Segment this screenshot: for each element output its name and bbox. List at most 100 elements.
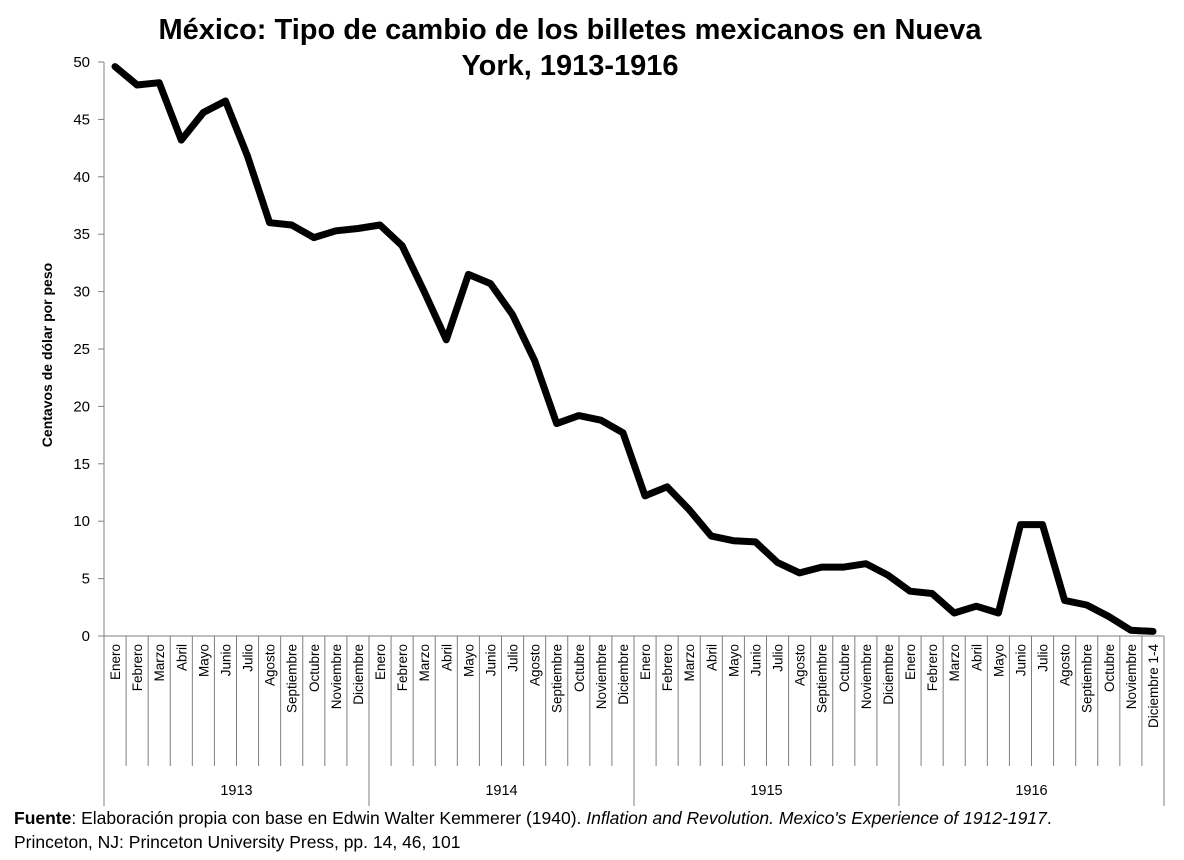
data-point (1064, 599, 1066, 601)
x-tick-label: Julio (241, 644, 256, 672)
x-tick-label: Agosto (1058, 644, 1073, 686)
y-tick-label: 50 (73, 54, 90, 71)
y-tick-label: 25 (73, 341, 90, 358)
x-tick-label: Junio (218, 644, 233, 676)
y-tick-label: 10 (73, 513, 90, 530)
data-point (578, 415, 580, 417)
x-axis-ticks: Enero Febrero Marzo Abril Mayo Junio Julio Agos… (103, 636, 1165, 806)
year-label: 1914 (485, 783, 517, 799)
source-label: Fuente (14, 808, 72, 828)
data-point (534, 360, 536, 361)
y-axis-label: Centavos de dólar por peso (39, 263, 55, 447)
y-axis-ticks: 0 5 10 15 20 25 30 35 40 45 50 (73, 54, 104, 645)
source-note: Fuente: Elaboración propia con base en E… (14, 806, 1134, 854)
data-point (777, 562, 778, 563)
data-point (843, 566, 845, 568)
x-tick-label: Abril (174, 644, 189, 671)
data-point (512, 314, 513, 316)
x-tick-label: Agosto (793, 644, 808, 686)
series-line (111, 63, 1157, 635)
data-point (202, 112, 204, 113)
x-tick-label: Mayo (196, 644, 211, 677)
data-point (710, 535, 712, 537)
year-label: 1913 (220, 783, 252, 799)
x-tick-label: Febrero (395, 644, 410, 691)
data-point (269, 222, 271, 224)
x-tick-label: Septiembre (550, 644, 565, 713)
x-tick-label: Marzo (682, 644, 697, 682)
x-tick-label: Agosto (263, 644, 278, 686)
x-tick-label: Noviembre (594, 644, 609, 709)
data-point (225, 100, 226, 102)
x-tick-label: Noviembre (1124, 644, 1139, 709)
data-point (1108, 616, 1110, 617)
y-tick-label: 45 (73, 111, 90, 128)
data-point (953, 612, 955, 614)
data-point (600, 419, 602, 421)
data-point (909, 590, 911, 592)
data-point (445, 339, 447, 341)
data-point (401, 245, 403, 247)
x-tick-label: Junio (748, 644, 763, 676)
data-point (556, 423, 558, 425)
data-point (997, 612, 999, 614)
data-point (931, 593, 933, 594)
data-point (335, 230, 337, 232)
y-tick-label: 20 (73, 398, 90, 415)
y-tick-label: 35 (73, 226, 90, 243)
x-tick-label: Febrero (925, 644, 940, 691)
x-tick-label: Mayo (726, 644, 741, 677)
data-point (136, 84, 138, 86)
data-point (379, 224, 381, 226)
data-point (247, 155, 248, 157)
data-point (313, 237, 315, 239)
x-tick-label: Noviembre (329, 644, 344, 709)
x-tick-label: Enero (373, 644, 388, 680)
x-tick-label: Mayo (991, 644, 1006, 677)
data-point (1020, 524, 1021, 526)
x-tick-label: Diciembre 1-4 (1146, 644, 1161, 729)
x-tick-label: Octubre (837, 644, 852, 692)
data-point (799, 572, 801, 574)
data-point (688, 509, 690, 511)
data-point (490, 283, 491, 285)
data-points (114, 66, 1154, 632)
y-tick-label: 40 (73, 169, 90, 186)
chart-title: México: Tipo de cambio de los billetes m… (158, 14, 982, 82)
data-point (357, 228, 359, 229)
data-point (180, 139, 182, 141)
x-tick-label: Enero (903, 644, 918, 680)
x-tick-label: Septiembre (1080, 644, 1095, 713)
data-point (732, 540, 734, 542)
x-tick-label: Diciembre (881, 644, 896, 705)
data-point (423, 291, 425, 293)
y-tick-label: 0 (82, 628, 90, 645)
year-labels: 1913 1914 1915 1916 (220, 783, 1047, 799)
axes (103, 62, 1164, 637)
x-tick-label: Septiembre (815, 644, 830, 713)
data-point (821, 566, 823, 568)
y-tick-label: 5 (82, 571, 90, 588)
x-tick-label: Enero (638, 644, 653, 680)
source-text-2: . Princeton, NJ: Princeton University Pr… (14, 808, 1052, 852)
x-tick-label: Julio (1036, 644, 1051, 672)
data-point (114, 66, 116, 68)
x-tick-label: Enero (108, 644, 123, 680)
data-point (1130, 629, 1132, 631)
x-tick-label: Septiembre (285, 644, 300, 713)
x-tick-label: Julio (506, 644, 521, 672)
data-point (865, 563, 867, 565)
data-point (887, 574, 889, 576)
data-point (1152, 630, 1154, 632)
data-point (644, 495, 646, 497)
data-point (755, 541, 756, 543)
x-tick-label: Marzo (947, 644, 962, 682)
data-point (622, 432, 624, 434)
x-tick-label: Abril (969, 644, 984, 671)
source-text-1: : Elaboración propia con base en Edwin W… (71, 808, 587, 828)
x-tick-label: Abril (704, 644, 719, 671)
x-tick-label: Abril (439, 644, 454, 671)
x-tick-label: Noviembre (859, 644, 874, 709)
data-point (1042, 524, 1043, 526)
